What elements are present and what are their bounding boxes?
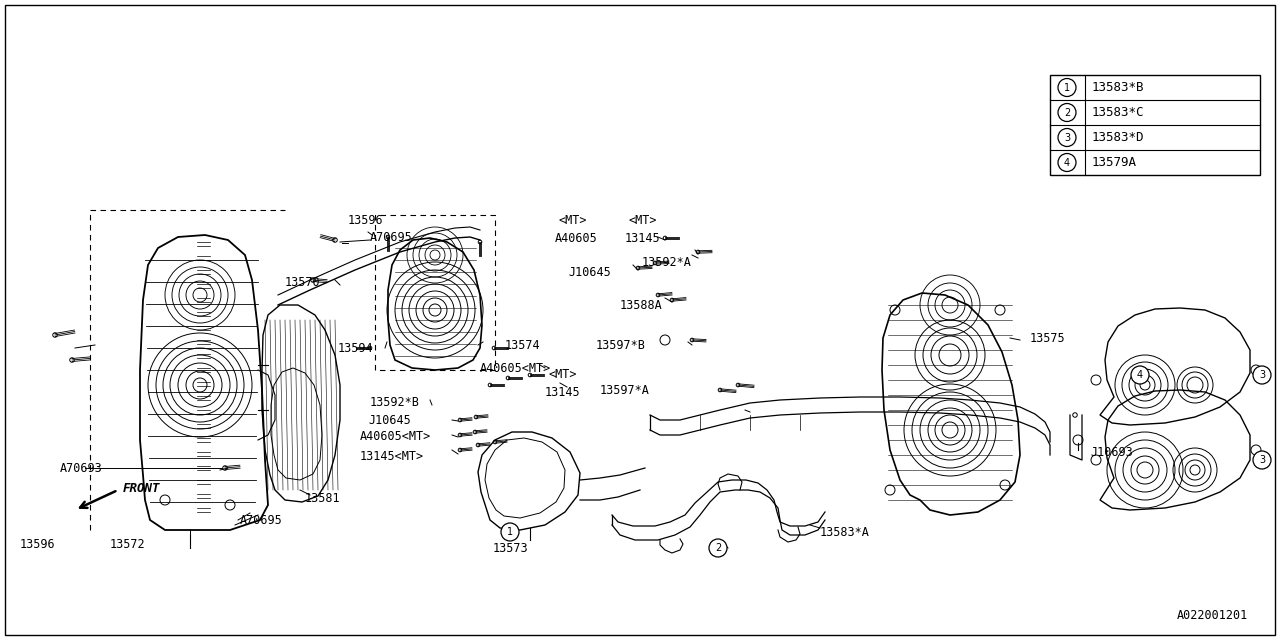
Text: 13596: 13596 bbox=[20, 538, 55, 552]
Text: 13592*B: 13592*B bbox=[370, 397, 420, 410]
Text: 4: 4 bbox=[1137, 370, 1143, 380]
Text: 13579A: 13579A bbox=[1092, 156, 1137, 169]
Text: A40605<MT>: A40605<MT> bbox=[360, 431, 431, 444]
Text: 3: 3 bbox=[1064, 132, 1070, 143]
Text: A40605<MT>: A40605<MT> bbox=[480, 362, 552, 374]
Text: A022001201: A022001201 bbox=[1176, 609, 1248, 622]
Text: 13145<MT>: 13145<MT> bbox=[360, 449, 424, 463]
Text: J10693: J10693 bbox=[1091, 447, 1133, 460]
Text: 13597*B: 13597*B bbox=[596, 339, 646, 351]
Text: 13594: 13594 bbox=[338, 342, 374, 355]
Text: 13583*C: 13583*C bbox=[1092, 106, 1144, 119]
Circle shape bbox=[1059, 129, 1076, 147]
Text: <MT>: <MT> bbox=[548, 367, 576, 381]
Text: 13583*A: 13583*A bbox=[820, 527, 870, 540]
Text: 13596: 13596 bbox=[348, 214, 384, 227]
Text: 13572: 13572 bbox=[109, 538, 145, 552]
Circle shape bbox=[1059, 79, 1076, 97]
Text: 13588A: 13588A bbox=[620, 298, 663, 312]
Text: 13583*B: 13583*B bbox=[1092, 81, 1144, 94]
Text: 13573: 13573 bbox=[493, 541, 527, 554]
Circle shape bbox=[1059, 104, 1076, 122]
Text: 13145: 13145 bbox=[625, 232, 660, 244]
Text: 13575: 13575 bbox=[1030, 332, 1066, 344]
Circle shape bbox=[500, 523, 518, 541]
Text: 13574: 13574 bbox=[506, 339, 540, 351]
Text: J10645: J10645 bbox=[568, 266, 611, 278]
Text: 1: 1 bbox=[507, 527, 513, 537]
Text: A40605: A40605 bbox=[556, 232, 598, 244]
Text: 4: 4 bbox=[1064, 157, 1070, 168]
Text: 13145: 13145 bbox=[545, 387, 581, 399]
Text: A70693: A70693 bbox=[60, 461, 102, 474]
Text: A70695: A70695 bbox=[241, 513, 283, 527]
Text: 2: 2 bbox=[1064, 108, 1070, 118]
Circle shape bbox=[709, 539, 727, 557]
Text: J10645: J10645 bbox=[369, 413, 411, 426]
Text: <MT>: <MT> bbox=[628, 214, 657, 227]
Text: 2: 2 bbox=[714, 543, 721, 553]
Circle shape bbox=[1132, 366, 1149, 384]
Circle shape bbox=[1253, 451, 1271, 469]
Text: 13597*A: 13597*A bbox=[600, 383, 650, 397]
Text: 13592*A: 13592*A bbox=[643, 255, 692, 269]
Text: 1: 1 bbox=[1064, 83, 1070, 93]
Text: 13570: 13570 bbox=[285, 275, 320, 289]
Text: 13583*D: 13583*D bbox=[1092, 131, 1144, 144]
Text: A70695: A70695 bbox=[370, 230, 412, 243]
Circle shape bbox=[1253, 366, 1271, 384]
Text: FRONT: FRONT bbox=[123, 481, 160, 495]
Text: 3: 3 bbox=[1260, 370, 1265, 380]
Text: <MT>: <MT> bbox=[558, 214, 586, 227]
Text: 13581: 13581 bbox=[305, 492, 340, 504]
Bar bbox=[1050, 75, 1260, 175]
Circle shape bbox=[1059, 154, 1076, 172]
Text: 3: 3 bbox=[1260, 455, 1265, 465]
